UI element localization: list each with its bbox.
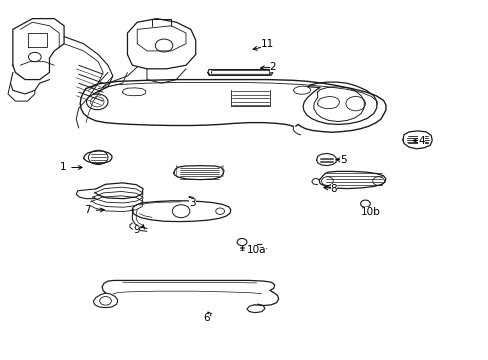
Text: 7: 7 <box>84 206 91 216</box>
Text: 4: 4 <box>417 136 424 145</box>
Text: 10a: 10a <box>246 245 266 255</box>
Text: 5: 5 <box>340 155 346 165</box>
Text: 3: 3 <box>189 198 195 208</box>
Text: 11: 11 <box>260 39 273 49</box>
Text: 6: 6 <box>203 313 210 323</box>
Text: 10b: 10b <box>361 207 380 217</box>
Text: 1: 1 <box>60 162 66 172</box>
Text: 8: 8 <box>330 184 336 194</box>
Text: 2: 2 <box>269 62 276 72</box>
Text: 9: 9 <box>133 225 140 235</box>
